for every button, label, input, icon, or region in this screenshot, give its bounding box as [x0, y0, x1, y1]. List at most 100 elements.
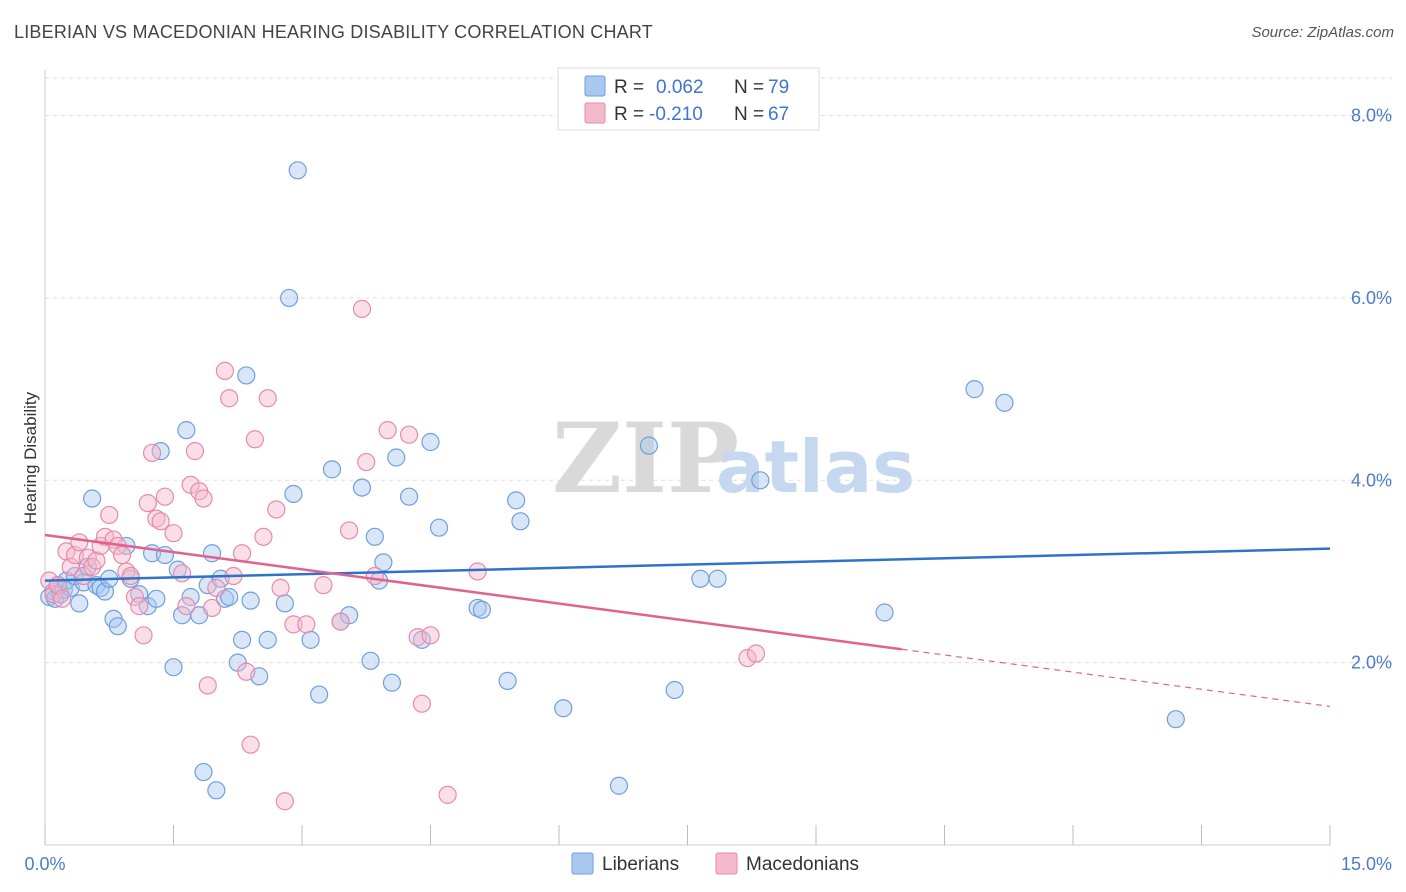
legend-n-value-2: 67	[768, 104, 789, 125]
macedonian-point	[155, 487, 175, 506]
liberian-point	[280, 288, 299, 308]
x-tick-label: 15.0%	[1341, 854, 1392, 874]
macedonian-point	[177, 597, 196, 616]
legend-n-label-1: N =	[734, 77, 764, 98]
macedonian-point	[468, 562, 487, 581]
macedonian-point	[112, 545, 132, 565]
liberian-point	[554, 699, 573, 718]
legend-n-value-1: 79	[768, 77, 789, 98]
liberian-point	[875, 603, 894, 622]
macedonian-point	[331, 612, 350, 631]
liberian-point	[258, 630, 277, 649]
macedonian-point	[245, 430, 264, 449]
liberian-point	[1166, 710, 1185, 729]
bottom-legend-swatch-liberians	[571, 852, 594, 875]
macedonian-point	[134, 626, 153, 645]
liberian-point	[421, 432, 440, 452]
macedonian-point	[365, 566, 384, 586]
macedonian-point	[275, 792, 294, 811]
macedonian-point	[172, 564, 192, 583]
watermark-zip: ZIP	[552, 402, 739, 515]
legend-swatch-macedonians	[584, 102, 606, 124]
liberian-point	[639, 436, 659, 455]
liberian-point	[665, 680, 684, 700]
macedonian-point	[738, 648, 757, 668]
macedonian-point	[70, 533, 89, 552]
macedonian-point	[254, 527, 273, 546]
watermark-atlas: atlas	[716, 425, 915, 509]
liberian-point	[498, 671, 517, 690]
liberian-point	[310, 685, 329, 704]
liberian-point	[275, 594, 294, 613]
liberian-point	[382, 673, 402, 692]
macedonian-point	[340, 521, 359, 540]
chart-source: Source: ZipAtlas.com	[1251, 24, 1394, 41]
watermark: ZIP atlas	[552, 402, 915, 515]
liberian-point	[237, 366, 256, 385]
liberian-trend-line	[44, 547, 1331, 582]
liberian-point	[399, 487, 419, 506]
macedonian-point	[130, 597, 149, 616]
macedonian-point	[746, 644, 766, 663]
macedonian-point	[100, 505, 119, 525]
macedonian-trend-line	[44, 533, 902, 651]
macedonian-point	[87, 551, 106, 570]
macedonian-point	[220, 389, 239, 408]
macedonian-point	[138, 493, 157, 513]
macedonian-point	[267, 500, 286, 519]
liberian-point	[322, 460, 342, 479]
macedonian-point	[241, 735, 260, 754]
macedonian-point	[215, 361, 234, 380]
liberian-point	[284, 484, 303, 504]
liberian-point	[429, 518, 449, 537]
liberian-point	[511, 512, 530, 531]
bottom-legend: Liberians Macedonians	[571, 852, 859, 875]
liberian-point	[288, 161, 307, 180]
macedonian-point	[232, 544, 252, 563]
liberian-point	[220, 587, 239, 607]
liberian-point	[609, 776, 629, 795]
y-tick-label: 2.0%	[1351, 653, 1392, 673]
legend-r-label-2: R =	[614, 104, 644, 125]
liberian-point	[995, 393, 1014, 412]
liberian-point	[691, 569, 710, 588]
liberian-point	[365, 527, 384, 546]
liberian-point	[361, 651, 380, 670]
macedonian-point	[53, 589, 72, 608]
macedonian-point	[258, 389, 277, 408]
macedonian-point	[297, 615, 316, 634]
macedonian-point	[357, 452, 376, 472]
legend-swatch-liberians	[584, 75, 606, 97]
macedonian-point	[438, 785, 457, 804]
legend-r-value-2: -0.210	[649, 104, 703, 125]
macedonian-point	[185, 442, 205, 461]
macedonian-point	[412, 694, 432, 713]
liberian-point	[751, 471, 770, 490]
y-tick-label: 6.0%	[1351, 288, 1392, 308]
liberian-point	[207, 781, 226, 800]
liberian-point	[147, 589, 166, 608]
macedonian-point	[121, 566, 140, 586]
macedonian-point	[378, 421, 397, 440]
liberian-point	[83, 489, 102, 508]
macedonian-point	[194, 489, 213, 508]
macedonian-point	[314, 576, 333, 595]
liberian-point	[164, 658, 183, 677]
legend-box: R = 0.062 N = 79 R = -0.210 N = 67	[557, 67, 820, 131]
liberian-point	[301, 630, 320, 649]
macedonian-point	[198, 676, 217, 695]
liberian-point	[708, 569, 727, 588]
axes-layer: 2.0% 4.0% 6.0% 8.0% 0.0% 15.0%	[24, 70, 1392, 874]
macedonian-point	[164, 524, 183, 543]
macedonian-point	[151, 512, 170, 531]
liberian-point	[70, 594, 89, 613]
y-tick-label: 8.0%	[1351, 106, 1392, 126]
macedonian-point	[44, 585, 63, 604]
liberian-point	[374, 553, 393, 572]
liberian-point	[194, 762, 213, 782]
legend-n-label-2: N =	[734, 104, 764, 125]
bottom-legend-swatch-macedonians	[715, 852, 738, 875]
trend-layer	[44, 533, 1331, 708]
liberian-point	[181, 587, 200, 607]
liberian-point	[108, 617, 127, 636]
